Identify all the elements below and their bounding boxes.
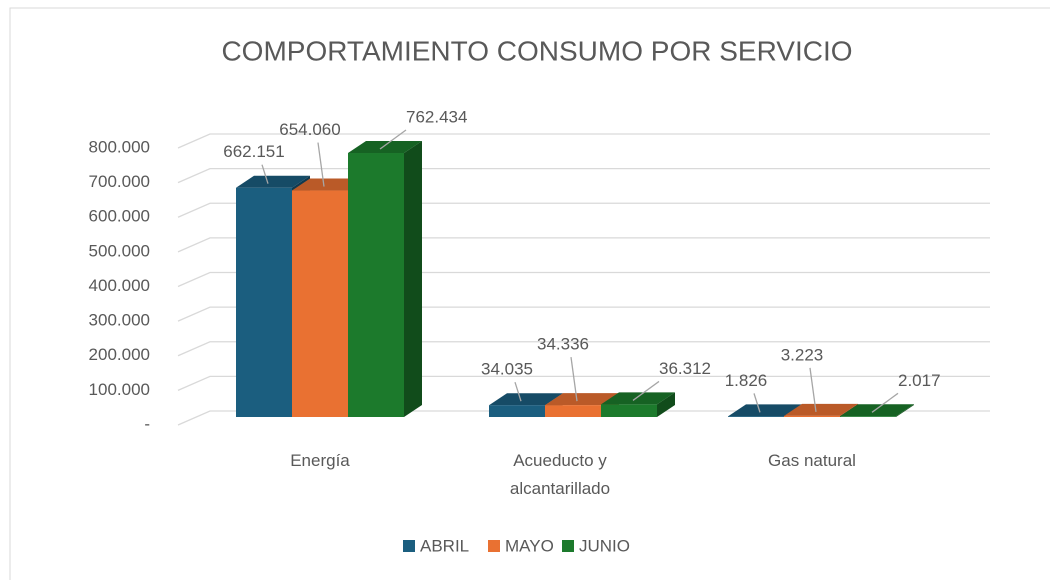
legend-label: MAYO [505,536,554,555]
leader-line [317,142,325,187]
y-tick-label: 700.000 [89,172,150,191]
data-label: 3.223 [781,345,824,364]
y-tick-label: 400.000 [89,276,150,295]
legend-label: JUNIO [579,536,630,555]
grid-line [177,410,990,426]
grid-line [177,133,990,149]
leader-line [871,392,899,413]
leader-line [379,129,407,150]
leader-line [632,380,660,401]
bar-side [404,141,422,417]
bar-top [348,141,422,154]
data-label: 662.151 [223,142,284,161]
y-tick-label: 200.000 [89,345,150,364]
y-tick-label: 600.000 [89,207,150,226]
bar [601,404,657,417]
leader-line [570,357,578,402]
y-tick-label: 300.000 [89,311,150,330]
data-label: 34.035 [481,360,533,379]
x-tick-label: Energía [290,451,350,470]
x-tick-label: Acueducto y alcantarillado [509,451,611,498]
bar-top [545,393,619,406]
grid-line [177,237,990,253]
bar-side [896,404,914,417]
grid-line [177,375,990,391]
data-label: 654.060 [279,120,340,139]
grid-line [177,341,990,357]
bar [784,415,840,417]
y-tick-label: 100.000 [89,380,150,399]
bar [236,187,292,417]
bar-top [840,404,914,417]
bar-top [728,404,802,417]
bar [292,190,348,417]
bar [728,416,784,417]
legend-label: ABRIL [420,536,469,555]
y-tick-label: - [144,414,150,433]
data-label: 36.312 [659,359,711,378]
leader-line [809,367,817,412]
bar-side [657,392,675,417]
leader-line [261,164,269,184]
bar [545,405,601,417]
data-label: 2.017 [898,371,941,390]
bar-top [784,403,858,416]
leader-line [514,382,522,402]
grid-line [177,202,990,218]
bar [840,416,896,417]
y-tick-label: 800.000 [89,137,150,156]
legend-swatch [562,540,574,552]
data-label: 1.826 [725,371,768,390]
bar-top [601,392,675,405]
leader-line [753,393,761,413]
y-tick-label: 500.000 [89,241,150,260]
bar-top [236,175,310,188]
bar [489,405,545,417]
bar-top [292,178,366,191]
chart-frame [9,7,1050,580]
bar [348,153,404,417]
legend-swatch [488,540,500,552]
bar-top [489,393,563,406]
grid-line [177,167,990,184]
legend-swatch [403,540,415,552]
grid-line [177,306,990,322]
x-tick-label: Gas natural [768,451,856,470]
chart-title: COMPORTAMIENTO CONSUMO POR SERVICIO [221,35,852,66]
data-label: 762.434 [406,107,467,126]
grid-line [177,271,990,288]
data-label: 34.336 [537,335,589,354]
